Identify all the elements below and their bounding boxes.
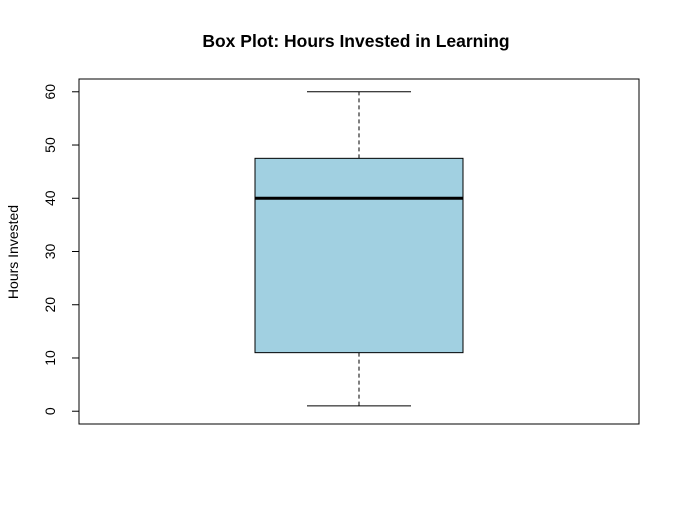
box-group bbox=[254, 91, 464, 407]
y-tick-label: 20 bbox=[42, 297, 58, 313]
y-tick-label: 40 bbox=[42, 190, 58, 206]
y-axis-label: Hours Invested bbox=[5, 205, 21, 299]
y-tick-label: 10 bbox=[42, 350, 58, 366]
y-tick-label: 0 bbox=[42, 407, 58, 415]
y-tick-label: 50 bbox=[42, 137, 58, 153]
y-tick-label: 30 bbox=[42, 244, 58, 260]
interquartile-box bbox=[254, 157, 464, 354]
chart-title: Box Plot: Hours Invested in Learning bbox=[202, 31, 509, 51]
y-axis: 0 10 20 30 40 50 60 bbox=[42, 84, 80, 415]
y-tick-label: 60 bbox=[42, 84, 58, 100]
